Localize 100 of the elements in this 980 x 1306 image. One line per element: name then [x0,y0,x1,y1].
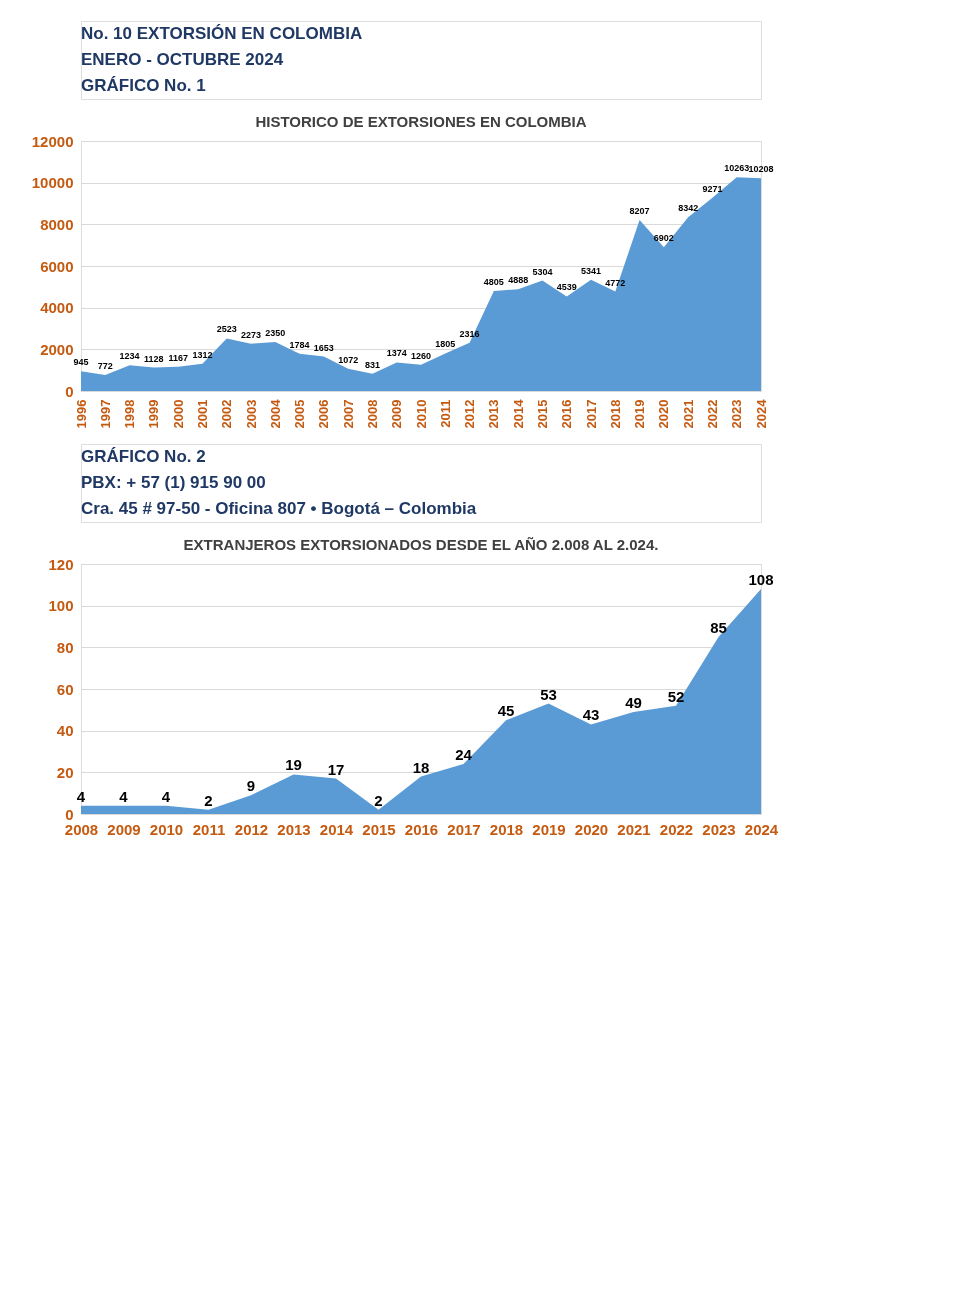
x-tick-label: 2020 [574,820,609,838]
data-label: 108 [748,571,774,588]
data-label: 9 [246,777,256,795]
x-tick-label: 2019 [632,399,648,429]
data-label: 19 [285,756,302,774]
x-tick-label: 2024 [744,820,779,838]
data-label: 2 [374,791,383,809]
x-tick-label: 2007 [340,399,356,429]
x-tick-label: 2005 [292,399,308,429]
y-tick-label: 80 [56,638,74,656]
x-tick-label: 2013 [277,820,311,838]
data-label: 2 [204,791,213,809]
x-tick-label: 2001 [194,399,210,429]
x-tick-label: 2020 [656,399,672,429]
y-tick-label: 2000 [40,340,74,358]
data-label: 45 [497,702,515,720]
data-label: 49 [625,693,642,711]
text: GRÁFICO No. 2 [81,447,206,466]
x-tick-label: 2014 [510,398,526,429]
x-tick-label: 1997 [97,399,113,429]
x-tick-label: 2022 [704,399,720,429]
text: GRÁFICO No. 1 [81,76,206,95]
data-label: 1653 [313,342,334,353]
x-tick-label: 2023 [729,399,745,429]
x-tick-label: 1998 [122,399,138,429]
y-tick-label: 0 [65,382,74,400]
data-label: 43 [582,706,600,724]
x-tick-label: 2019 [532,820,566,838]
data-label: 4 [119,787,129,805]
data-label: 10208 [748,164,774,175]
data-label: 1805 [435,339,456,350]
x-tick-label: 2017 [447,820,481,838]
y-tick-label: 100 [48,597,74,615]
x-tick-label: 2011 [437,399,453,428]
data-label: 1234 [119,351,140,362]
x-tick-label: 2021 [680,399,696,429]
data-label: 4539 [556,282,577,293]
x-tick-label: 2017 [583,399,599,429]
data-label: 8342 [678,203,699,214]
data-label: 945 [73,357,89,368]
x-tick-label: 2010 [149,820,184,838]
y-tick-label: 0 [65,805,74,823]
x-tick-label: 2018 [607,399,623,429]
y-tick-label: 12000 [31,132,74,150]
data-label: 85 [710,618,727,636]
data-label: 2273 [240,329,262,340]
y-tick-label: 60 [56,680,74,698]
x-tick-label: 2021 [617,820,651,838]
data-label: 2523 [216,324,237,335]
data-label: 18 [412,758,430,776]
data-label: 17 [327,760,345,778]
data-label: 4805 [483,276,504,287]
x-tick-label: 2003 [243,399,259,429]
data-label: 4 [161,787,171,805]
data-label: 8207 [629,206,650,217]
x-tick-label: 2018 [489,820,524,838]
x-tick-label: 2009 [107,820,141,838]
chart-title: EXTRANJEROS EXTORSIONADOS DESDE EL AÑO 2.008 AL 2.024. [183,536,659,553]
x-tick-label: 2009 [389,399,405,429]
data-label: 5341 [580,265,602,276]
x-tick-label: 2004 [267,398,283,429]
x-tick-label: 2022 [659,820,694,838]
data-label: 9271 [702,183,723,194]
text: No. 10 EXTORSIÓN EN COLOMBIA [81,24,363,43]
y-tick-label: 120 [48,555,74,573]
text: Cra. 45 # 97-50 - Oficina 807 • Bogotá – Colombia [81,499,477,518]
y-tick-label: 8000 [40,215,74,233]
x-tick-label: 2016 [559,399,575,429]
y-tick-label: 20 [56,763,74,781]
x-tick-label: 2012 [234,820,269,838]
data-label: 1784 [289,339,310,350]
data-label: 831 [364,359,380,370]
data-label: 1312 [192,349,213,360]
text: PBX: + 57 (1) 915 90 00 [81,473,266,492]
x-tick-label: 2014 [319,820,354,838]
data-label: 10263 [724,163,750,174]
x-tick-label: 2013 [486,399,502,429]
data-label: 52 [667,687,685,705]
x-tick-label: 2024 [753,398,769,429]
x-tick-label: 2015 [362,820,396,838]
x-tick-label: 2008 [364,399,380,429]
data-label: 1167 [168,352,188,363]
y-tick-label: 4000 [40,299,74,317]
x-tick-label: 2008 [64,820,99,838]
data-label: 4888 [508,275,529,286]
data-label: 24 [455,746,473,763]
data-label: 2350 [265,328,286,339]
x-tick-label: 2000 [170,399,186,429]
x-tick-label: 2011 [192,820,226,838]
data-label: 772 [97,360,113,371]
y-tick-label: 40 [56,722,74,740]
x-tick-label: 2006 [316,399,332,429]
x-tick-label: 2002 [219,399,235,429]
x-tick-label: 2016 [404,820,439,838]
data-label: 5304 [532,266,553,277]
x-tick-label: 2010 [413,399,429,429]
y-tick-label: 6000 [40,257,74,275]
x-tick-label: 1996 [73,399,89,429]
data-label: 4 [76,787,86,805]
y-tick-label: 10000 [31,174,74,192]
